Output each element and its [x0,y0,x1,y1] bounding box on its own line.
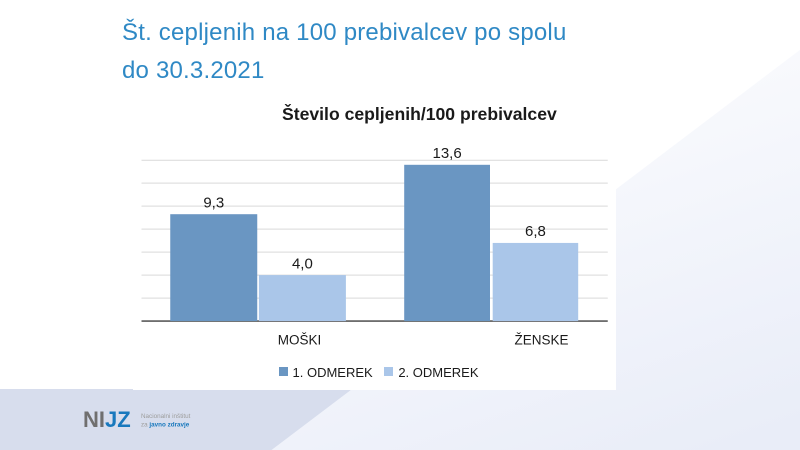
svg-text:13,6: 13,6 [432,145,461,162]
svg-text:NIJZ: NIJZ [83,407,131,432]
svg-text:9,3: 9,3 [203,195,224,212]
svg-text:6,8: 6,8 [525,223,546,240]
svg-text:ŽENSKE: ŽENSKE [514,333,568,348]
svg-text:MOŠKI: MOŠKI [278,333,322,348]
svg-text:za javno zdravje: za javno zdravje [141,422,190,429]
svg-text:4,0: 4,0 [292,255,313,272]
svg-text:Nacionalni inštitut: Nacionalni inštitut [141,413,191,420]
